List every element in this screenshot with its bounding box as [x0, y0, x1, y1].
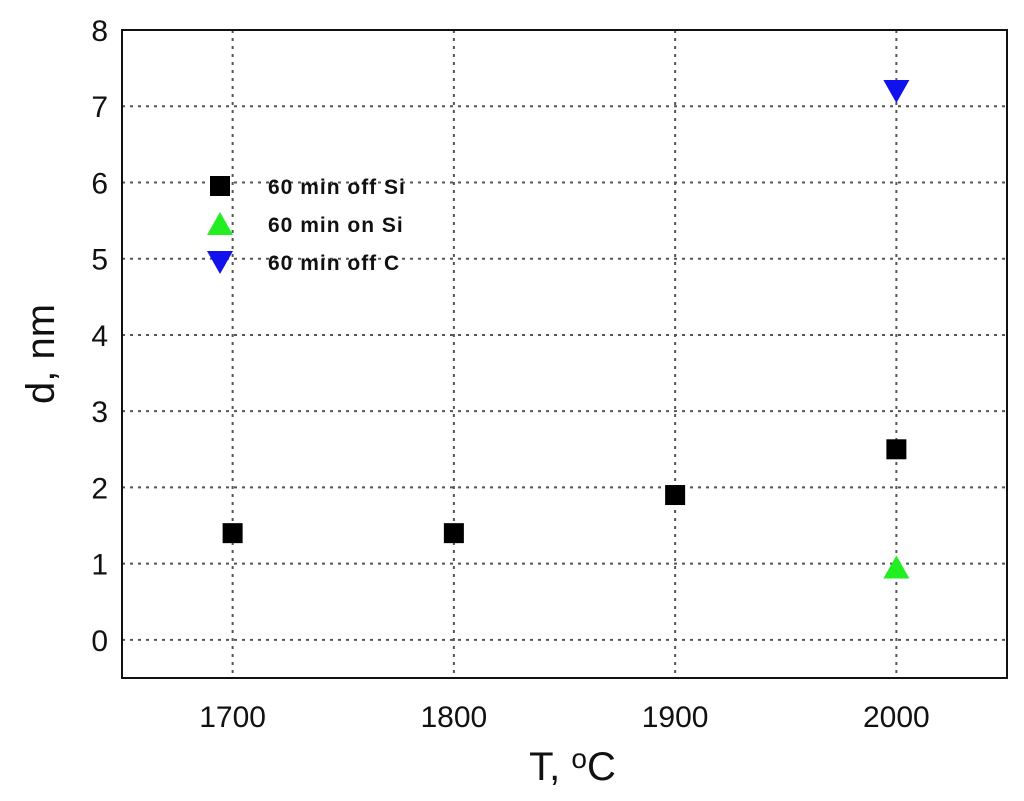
- x-axis-title: T, oC: [529, 743, 616, 789]
- x-tick-label: 1800: [421, 701, 488, 734]
- grid: [122, 30, 1007, 678]
- legend-label: 60 min on Si: [268, 214, 404, 237]
- tick-labels: 1700 1800 1900 2000 0 1 2 3 4 5 6 7 8: [91, 15, 929, 734]
- data-point: [443, 523, 464, 544]
- y-tick-label: 8: [91, 15, 108, 48]
- legend-marker: [207, 251, 233, 274]
- x-tick-label: 1700: [199, 701, 266, 734]
- data-point: [665, 485, 686, 506]
- data-point: [883, 555, 910, 579]
- y-tick-label: 1: [91, 549, 108, 582]
- degree-symbol: o: [571, 743, 587, 774]
- x-axis-title-main: T,: [529, 745, 571, 789]
- y-tick-label: 5: [91, 244, 108, 277]
- y-tick-label: 4: [91, 320, 108, 353]
- data-points: [222, 79, 910, 579]
- legend: 60 min off Si 60 min on Si 60 min off C: [207, 176, 406, 275]
- y-tick-label: 7: [91, 91, 108, 124]
- y-tick-label: 6: [91, 167, 108, 200]
- y-tick-label: 0: [91, 625, 108, 658]
- y-tick-label: 3: [91, 396, 108, 429]
- x-tick-label: 1900: [642, 701, 709, 734]
- plot-frame: [121, 29, 1008, 679]
- data-point: [886, 439, 907, 460]
- celsius-letter: C: [587, 745, 616, 789]
- y-axis-title: d, nm: [19, 304, 63, 404]
- legend-label: 60 min off C: [268, 252, 400, 275]
- x-tick-label: 2000: [863, 701, 930, 734]
- y-tick-label: 2: [91, 472, 108, 505]
- data-point: [883, 79, 910, 103]
- legend-marker: [207, 212, 233, 235]
- legend-label: 60 min off Si: [268, 176, 406, 199]
- data-point: [222, 523, 243, 544]
- x-axis-title-unit: oC: [571, 743, 615, 789]
- legend-marker: [210, 176, 230, 196]
